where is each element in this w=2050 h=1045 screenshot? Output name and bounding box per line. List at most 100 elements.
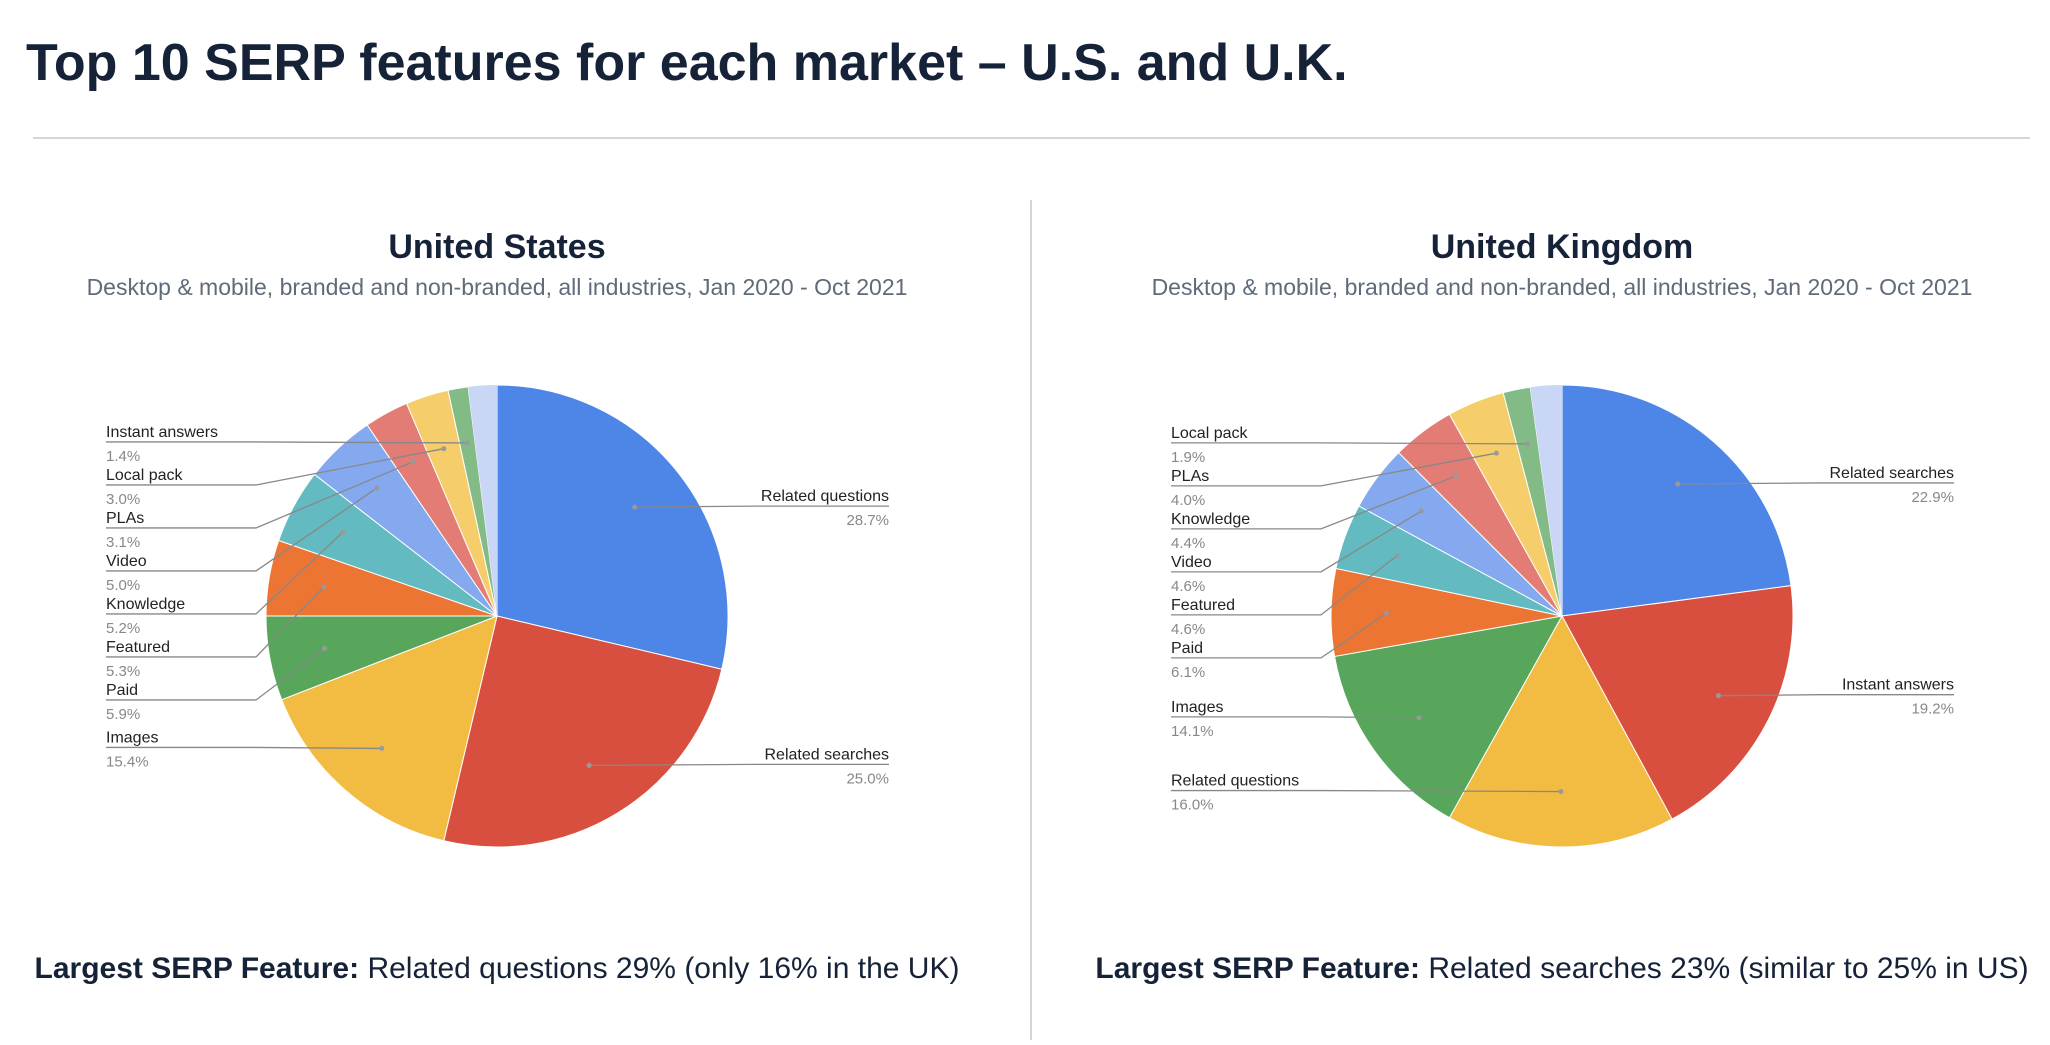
leader-line	[1171, 554, 1398, 616]
slice-label: Images	[106, 729, 158, 746]
slice-value: 5.3%	[106, 663, 140, 680]
footnote-space	[359, 952, 367, 985]
footnote-space	[1420, 952, 1428, 985]
leader-dot	[1524, 441, 1530, 447]
slice-label: Knowledge	[106, 596, 185, 613]
slice-label: PLAs	[106, 510, 144, 527]
page-title: Top 10 SERP features for each market – U…	[26, 34, 1348, 92]
footnote: Largest SERP Feature: Related searches 2…	[1095, 952, 2028, 985]
slice-value: 22.9%	[1911, 489, 1954, 506]
slice-label: Paid	[106, 682, 138, 699]
slice-value: 5.0%	[106, 577, 140, 594]
slice-value: 28.7%	[846, 512, 889, 529]
leader-dot	[1453, 473, 1459, 479]
slice-value: 5.9%	[106, 706, 140, 723]
leader-dot	[1394, 552, 1400, 558]
slice-label: Video	[1171, 554, 1212, 571]
leader-line	[1171, 442, 1528, 445]
leader-dot	[1493, 450, 1499, 456]
pie-slice	[443, 615, 723, 848]
slice-label: Local pack	[106, 467, 183, 484]
leader-dot	[1715, 693, 1721, 699]
leader-line	[1171, 716, 1420, 719]
leader-line	[1171, 475, 1457, 530]
leader-dot	[1418, 508, 1424, 514]
slice-value: 3.1%	[106, 534, 140, 551]
slice-label: Paid	[1171, 640, 1203, 657]
chart-subtitle: Desktop & mobile, branded and non-brande…	[87, 274, 908, 300]
footnote-label: Largest SERP Feature:	[1095, 952, 1420, 985]
slice-value: 15.4%	[106, 753, 149, 770]
slice-label: Related questions	[761, 488, 889, 505]
leader-line	[106, 461, 414, 529]
leader-line	[106, 441, 468, 444]
leader-line	[1677, 482, 1954, 485]
leader-dot	[410, 459, 416, 465]
slice-value: 1.9%	[1171, 449, 1205, 466]
footnote-text: Related questions 29% (only 16% in the U…	[367, 952, 959, 985]
slice-value: 4.6%	[1171, 621, 1205, 638]
slice-value: 4.4%	[1171, 535, 1205, 552]
chart-title: United Kingdom	[1431, 228, 1694, 266]
slice-label: Related searches	[1829, 465, 1954, 482]
slice-value: 4.6%	[1171, 578, 1205, 595]
leader-line	[589, 763, 889, 767]
slice-label: Featured	[106, 639, 170, 656]
leader-dot	[1383, 610, 1389, 616]
slice-label: Related questions	[1171, 773, 1299, 790]
footnote-text: Related searches 23% (similar to 25% in …	[1428, 952, 2028, 985]
leader-dot	[464, 440, 470, 446]
slice-value: 16.0%	[1171, 797, 1214, 814]
slice-label: Featured	[1171, 597, 1235, 614]
leader-line	[106, 531, 344, 615]
leader-line	[634, 505, 889, 508]
slice-value: 1.4%	[106, 448, 140, 465]
leader-line	[106, 746, 382, 750]
slice-value: 14.1%	[1171, 723, 1214, 740]
leader-dot	[321, 645, 327, 651]
pie-remainder	[468, 385, 497, 616]
footnote-label: Largest SERP Feature:	[35, 952, 360, 985]
leader-dot	[1675, 481, 1681, 487]
pie-slice	[281, 615, 498, 842]
leader-dot	[321, 584, 327, 590]
slice-label: Local pack	[1171, 425, 1248, 442]
slice-value: 5.2%	[106, 620, 140, 637]
slice-label: PLAs	[1171, 468, 1209, 485]
slice-label: Related searches	[764, 746, 889, 763]
leader-line	[1171, 612, 1387, 659]
pie-slice	[1448, 614, 1673, 848]
slice-value: 25.0%	[846, 770, 889, 787]
leader-dot	[441, 446, 447, 452]
chart-title: United States	[388, 228, 605, 266]
slice-value: 19.2%	[1911, 701, 1954, 718]
pie-remainder	[1530, 385, 1562, 616]
pie-slice	[496, 384, 729, 670]
leader-dot	[586, 762, 592, 768]
leader-line	[106, 647, 325, 701]
leader-line	[106, 487, 378, 572]
pie-slice	[1333, 615, 1563, 819]
leader-dot	[379, 745, 385, 751]
slice-label: Images	[1171, 699, 1223, 716]
pie-slice	[447, 386, 498, 617]
slice-label: Instant answers	[106, 424, 218, 441]
leader-dot	[374, 485, 380, 491]
slice-label: Video	[106, 553, 147, 570]
slice-value: 4.0%	[1171, 492, 1205, 509]
slice-value: 6.1%	[1171, 664, 1205, 681]
leader-line	[1718, 694, 1954, 697]
leader-line	[1171, 789, 1561, 793]
chart-subtitle: Desktop & mobile, branded and non-brande…	[1152, 274, 1973, 300]
leader-dot	[1558, 789, 1564, 795]
slice-label: Knowledge	[1171, 511, 1250, 528]
leader-dot	[632, 504, 638, 510]
leader-line	[1171, 510, 1422, 573]
leader-line	[106, 586, 325, 658]
pie-slice	[1561, 384, 1792, 617]
leader-dot	[340, 529, 346, 535]
pie-slice	[1561, 585, 1794, 820]
leader-line	[1171, 452, 1497, 487]
